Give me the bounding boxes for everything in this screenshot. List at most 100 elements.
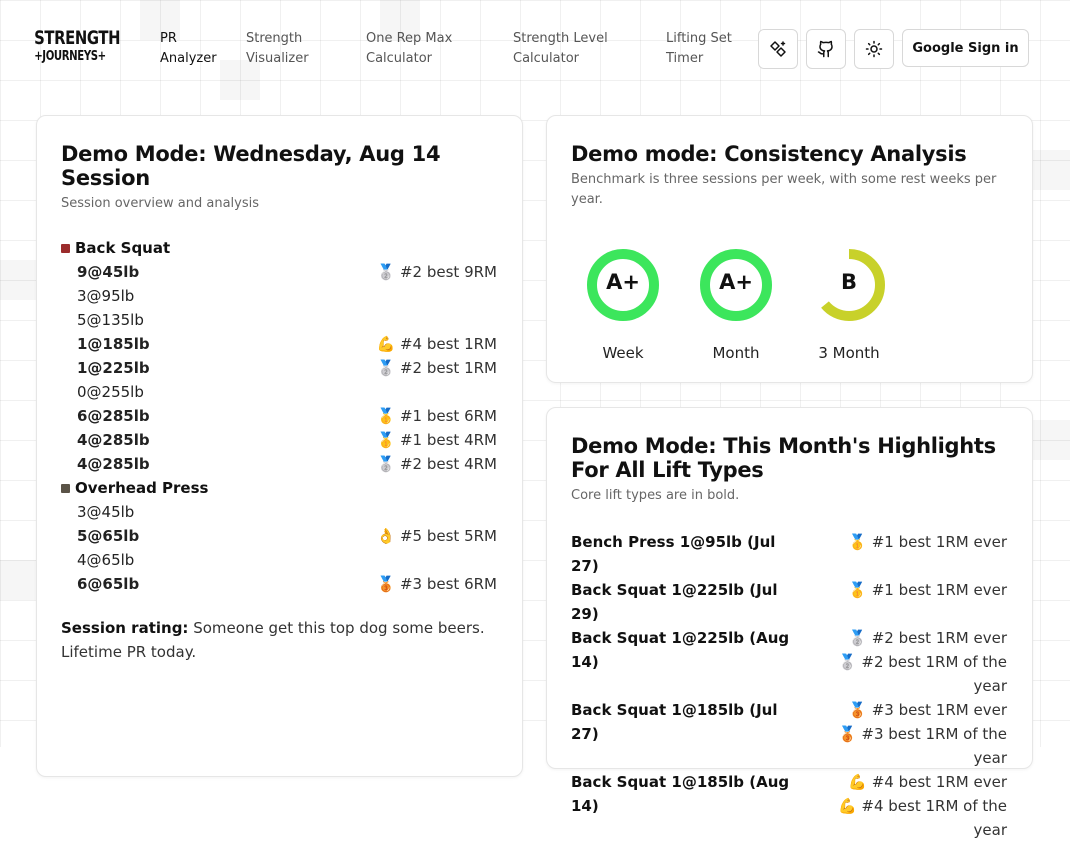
set-value: 1@225lb: [77, 359, 150, 377]
nav-pr-analyzer[interactable]: PR Analyzer: [160, 31, 217, 66]
logo-text-top: STRENGTH: [34, 27, 121, 49]
gauge-ring: [587, 249, 659, 321]
consistency-gauge: A+ Week: [583, 248, 663, 362]
highlight-lift: Back Squat 1@225lb (Aug 14): [571, 629, 790, 671]
session-overview-card: Demo Mode: Wednesday, Aug 14 Session Ses…: [36, 115, 523, 777]
lift-name: Back Squat: [61, 236, 497, 260]
top-header: STRENGTH +JOURNEYS+ PR Analyzer Strength…: [0, 0, 1070, 96]
set-pr-badge: 🥉 #3 best 6RM: [376, 575, 497, 593]
highlight-lift: Back Squat 1@225lb (Jul 29): [571, 581, 778, 623]
nav-lifting-set-timer[interactable]: Lifting Set Timer: [666, 31, 732, 66]
highlight-prs: 🥉 #3 best 1RM ever 🥉 #3 best 1RM of the y…: [800, 698, 1007, 770]
session-rating-text: Someone get this top dog some beers. Lif…: [61, 619, 485, 661]
lift-color-swatch: [61, 483, 70, 493]
consistency-gauges: A+ Week A+ Month B 3 Month: [583, 248, 923, 368]
logo-text-bottom: +JOURNEYS+: [34, 49, 106, 64]
sun-icon: [865, 40, 883, 58]
set-row: 3@95lb: [61, 284, 497, 308]
lift-name-label: Overhead Press: [75, 479, 209, 497]
session-lifts: Back Squat 9@45lb 🥈 #2 best 9RM 3@95lb 5@135…: [61, 236, 497, 596]
gauge-grade: B: [840, 270, 857, 294]
lift-block: Back Squat 9@45lb 🥈 #2 best 9RM 3@95lb 5@135…: [61, 236, 497, 476]
set-row: 1@225lb 🥈 #2 best 1RM: [61, 356, 497, 380]
set-pr-badge: 🥇 #1 best 4RM: [376, 431, 497, 449]
highlight-pr-badge: 🥇 #1 best 1RM ever: [848, 533, 1007, 551]
set-value: 3@45lb: [77, 503, 135, 521]
highlight-pr-badge: 🥇 #1 best 1RM ever: [848, 581, 1007, 599]
set-row: 1@185lb 💪 #4 best 1RM: [61, 332, 497, 356]
set-value: 6@65lb: [77, 575, 140, 593]
set-row: 4@285lb 🥈 #2 best 4RM: [61, 452, 497, 476]
set-row: 5@135lb: [61, 308, 497, 332]
gauge-grade: A+: [606, 270, 640, 294]
set-row: 5@65lb 👌 #5 best 5RM: [61, 524, 497, 548]
ai-assistant-button[interactable]: [758, 29, 798, 69]
monthly-highlights-card: Demo Mode: This Month's Highlights For A…: [546, 407, 1033, 839]
gauge-label: Week: [602, 344, 644, 362]
highlight-pr-badge: 🥈 #2 best 1RM of the year: [837, 653, 1007, 695]
nav-strength-level-calculator[interactable]: Strength Level Calculator: [513, 31, 608, 66]
highlight-lift: Back Squat 1@185lb (Aug 14): [571, 773, 790, 815]
session-title: Demo Mode: Wednesday, Aug 14 Session: [61, 142, 441, 190]
gauge-label: Month: [712, 344, 760, 362]
set-pr-badge: 🥇 #1 best 6RM: [376, 407, 497, 425]
set-pr-badge: 💪 #4 best 1RM: [376, 335, 497, 353]
set-value: 1@185lb: [77, 335, 150, 353]
set-row: 3@45lb: [61, 500, 497, 524]
session-subtitle: Session overview and analysis: [61, 196, 260, 211]
set-row: 0@255lb: [61, 380, 497, 404]
set-row: 4@285lb 🥇 #1 best 4RM: [61, 428, 497, 452]
highlight-prs: 🥇 #1 best 1RM ever: [800, 578, 1007, 626]
consistency-subtitle: Benchmark is three sessions per week, wi…: [571, 172, 997, 207]
set-pr-badge: 🥈 #2 best 4RM: [376, 455, 497, 473]
gauge-arc: [587, 249, 659, 321]
set-value: 0@255lb: [77, 383, 144, 401]
gauge-label: 3 Month: [818, 344, 880, 362]
highlight-lift: Back Squat 1@185lb (Jul 27): [571, 701, 778, 743]
highlight-pr-badge: 💪 #4 best 1RM of the year: [837, 797, 1007, 839]
lift-block: Overhead Press 3@45lb 5@65lb 👌 #5 best 5RM 4…: [61, 476, 497, 596]
set-value: 6@285lb: [77, 407, 150, 425]
set-row: 4@65lb: [61, 548, 497, 572]
theme-toggle-button[interactable]: [854, 29, 894, 69]
highlight-item: Back Squat 1@225lb (Jul 29) 🥇 #1 best 1RM…: [571, 578, 1007, 626]
consistency-title: Demo mode: Consistency Analysis: [571, 142, 967, 166]
highlight-lift: Bench Press 1@95lb (Jul 27): [571, 533, 776, 575]
highlight-pr-badge: 💪 #4 best 1RM ever: [848, 773, 1007, 791]
strength-journeys-logo[interactable]: STRENGTH +JOURNEYS+: [24, 27, 121, 68]
set-value: 4@65lb: [77, 551, 135, 569]
lift-name: Overhead Press: [61, 476, 497, 500]
consistency-gauge: A+ Month: [696, 248, 776, 362]
highlight-prs: 🥇 #1 best 1RM ever: [800, 530, 1007, 578]
gauge-ring: [700, 249, 772, 321]
highlights-list: Bench Press 1@95lb (Jul 27) 🥇 #1 best 1RM…: [571, 530, 1007, 842]
set-row: 9@45lb 🥈 #2 best 9RM: [61, 260, 497, 284]
set-value: 9@45lb: [77, 263, 140, 281]
set-pr-badge: 🥈 #2 best 1RM: [376, 359, 497, 377]
highlight-prs: 🥈 #2 best 1RM ever 🥈 #2 best 1RM of the y…: [800, 626, 1007, 698]
github-button[interactable]: [806, 29, 846, 69]
set-value: 5@65lb: [77, 527, 140, 545]
set-value: 4@285lb: [77, 455, 150, 473]
highlights-subtitle: Core lift types are in bold.: [571, 488, 740, 503]
gauge-arc: [813, 249, 885, 321]
gauge-grade: A+: [719, 270, 753, 294]
set-row: 6@285lb 🥇 #1 best 6RM: [61, 404, 497, 428]
highlights-title: Demo Mode: This Month's Highlights For A…: [571, 434, 996, 482]
consistency-gauge: B 3 Month: [809, 248, 889, 362]
ai-sparkle-icon: [770, 41, 786, 57]
nav-strength-visualizer[interactable]: Strength Visualizer: [246, 31, 309, 66]
session-rating-label: Session rating:: [61, 619, 189, 637]
nav-one-rep-max-calculator[interactable]: One Rep Max Calculator: [366, 31, 453, 66]
set-row: 6@65lb 🥉 #3 best 6RM: [61, 572, 497, 596]
set-value: 3@95lb: [77, 287, 135, 305]
google-sign-in-button[interactable]: Google Sign in: [902, 29, 1029, 67]
set-pr-badge: 👌 #5 best 5RM: [376, 527, 497, 545]
gauge-ring: [813, 249, 885, 321]
highlight-item: Back Squat 1@185lb (Aug 14) 💪 #4 best 1RM…: [571, 770, 1007, 842]
highlight-pr-badge: 🥉 #3 best 1RM of the year: [837, 725, 1007, 767]
set-pr-badge: 🥈 #2 best 9RM: [376, 263, 497, 281]
consistency-analysis-card: Demo mode: Consistency Analysis Benchmar…: [546, 115, 1033, 383]
highlight-prs: 💪 #4 best 1RM ever 💪 #4 best 1RM of the y…: [800, 770, 1007, 842]
lift-name-label: Back Squat: [75, 239, 171, 257]
